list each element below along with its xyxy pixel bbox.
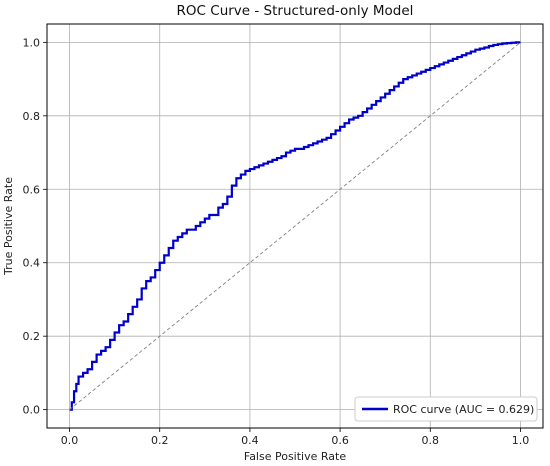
y-axis-title: True Positive Rate	[2, 177, 15, 276]
x-tick-label: 0.2	[151, 434, 169, 447]
y-tick-label: 0.0	[23, 404, 41, 417]
grid	[47, 24, 543, 428]
x-tick-label: 0.6	[331, 434, 349, 447]
y-tick-label: 0.8	[23, 110, 41, 123]
chance-diagonal-line	[69, 42, 521, 410]
series-layer	[69, 41, 521, 411]
roc-curve-line	[69, 41, 521, 411]
legend: ROC curve (AUC = 0.629)	[354, 396, 538, 422]
y-tick-label: 0.6	[23, 183, 41, 196]
y-tick-label: 0.4	[23, 257, 41, 270]
x-tick-label: 0.0	[61, 434, 79, 447]
ticks: 0.0 0.2 0.4 0.6 0.8 1.0 0.0 0.2 0.4 0.6 0.8 1.0	[23, 36, 530, 447]
plot-frame	[46, 23, 544, 429]
x-tick-label: 0.8	[422, 434, 440, 447]
legend-label-roc: ROC curve (AUC = 0.629)	[393, 403, 534, 416]
y-tick-label: 0.2	[23, 330, 41, 343]
x-tick-label: 0.4	[241, 434, 259, 447]
x-axis-title: False Positive Rate	[244, 450, 346, 463]
x-tick-label: 1.0	[512, 434, 530, 447]
y-tick-label: 1.0	[23, 36, 41, 49]
chart-title: ROC Curve - Structured-only Model	[177, 3, 414, 19]
legend-box	[354, 396, 538, 422]
